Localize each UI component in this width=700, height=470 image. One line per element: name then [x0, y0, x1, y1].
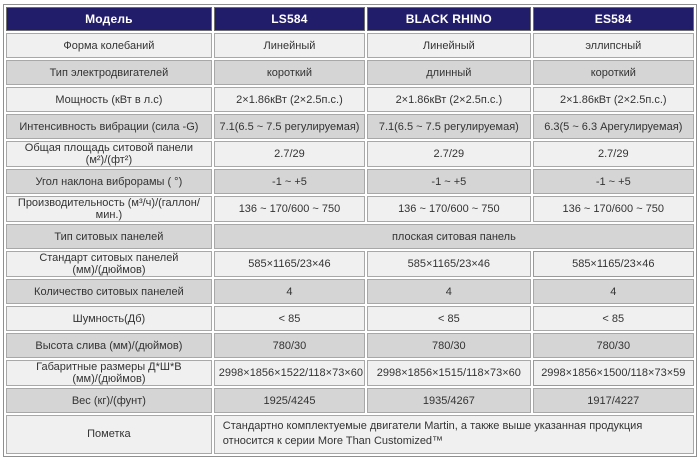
- table-row: Шумность(Дб) < 85 < 85 < 85: [6, 306, 694, 331]
- row-label: Вес (кг)/(фунт): [6, 388, 212, 413]
- merged-value-cell: Стандартно комплектуемые двигатели Marti…: [213, 415, 694, 454]
- row-label: Производительность (м³/ч)/(галлон/мин.): [6, 196, 212, 222]
- model-comparison-table: Модель LS584 BLACK RHINO ES584 Форма колеба…: [3, 4, 697, 457]
- value-cell: 4: [532, 279, 694, 304]
- value-cell: 7.1(6.5 ~ 7.5 регулируемая): [367, 114, 531, 139]
- value-cell: -1 ~ +5: [532, 169, 694, 194]
- row-label: Интенсивность вибрации (сила -G): [6, 114, 212, 139]
- value-cell: 1935/4267: [367, 388, 531, 413]
- table-row: Мощность (кВт в л.с) 2×1.86кВт (2×2.5п.с.…: [6, 87, 694, 112]
- value-cell: 1917/4227: [532, 388, 694, 413]
- column-header-model-2: ES584: [532, 7, 694, 31]
- value-cell: 6.3(5 ~ 6.3 Арегулируемая): [532, 114, 694, 139]
- value-cell: 2×1.86кВт (2×2.5п.с.): [213, 87, 366, 112]
- value-cell: 2×1.86кВт (2×2.5п.с.): [532, 87, 694, 112]
- row-label: Тип электродвигателей: [6, 60, 212, 85]
- value-cell: 2998×1856×1515/118×73×60: [367, 360, 531, 386]
- row-label: Высота слива (мм)/(дюймов): [6, 333, 212, 358]
- value-cell: 585×1165/23×46: [532, 251, 694, 277]
- value-cell: -1 ~ +5: [367, 169, 531, 194]
- value-cell: 585×1165/23×46: [213, 251, 366, 277]
- value-cell: 4: [213, 279, 366, 304]
- value-cell: 780/30: [532, 333, 694, 358]
- column-header-model-1: BLACK RHINO: [367, 7, 531, 31]
- value-cell: 1925/4245: [213, 388, 366, 413]
- value-cell: Линейный: [367, 33, 531, 58]
- value-cell: < 85: [532, 306, 694, 331]
- value-cell: 136 ~ 170/600 ~ 750: [532, 196, 694, 222]
- row-label: Общая площадь ситовой панели (м²)/(фт²): [6, 141, 212, 167]
- value-cell: < 85: [367, 306, 531, 331]
- row-label: Форма колебаний: [6, 33, 212, 58]
- value-cell: Линейный: [213, 33, 366, 58]
- table-row: Тип ситовых панелей плоская ситовая панел…: [6, 224, 694, 249]
- value-cell: 2×1.86кВт (2×2.5п.с.): [367, 87, 531, 112]
- value-cell: 2.7/29: [367, 141, 531, 167]
- table-header: Модель LS584 BLACK RHINO ES584: [6, 7, 694, 31]
- value-cell: 4: [367, 279, 531, 304]
- row-label: Угол наклона виброрамы ( °): [6, 169, 212, 194]
- table-row: Интенсивность вибрации (сила -G) 7.1(6.5 …: [6, 114, 694, 139]
- value-cell: длинный: [367, 60, 531, 85]
- value-cell: 136 ~ 170/600 ~ 750: [367, 196, 531, 222]
- value-cell: 780/30: [213, 333, 366, 358]
- row-label: Шумность(Дб): [6, 306, 212, 331]
- value-cell: короткий: [213, 60, 366, 85]
- table-row: Высота слива (мм)/(дюймов) 780/30 780/30 78…: [6, 333, 694, 358]
- table-row: Тип электродвигателей короткий длинный коро…: [6, 60, 694, 85]
- column-header-model-0: LS584: [213, 7, 366, 31]
- table-body: Форма колебаний Линейный Линейный эллипсный…: [6, 33, 694, 454]
- row-label: Тип ситовых панелей: [6, 224, 212, 249]
- row-label: Габаритные размеры Д*Ш*В (мм)/(дюймов): [6, 360, 212, 386]
- table-row: Пометка Стандартно комплектуемые двигател…: [6, 415, 694, 454]
- header-row: Модель LS584 BLACK RHINO ES584: [6, 7, 694, 31]
- table-row: Количество ситовых панелей 4 4 4: [6, 279, 694, 304]
- value-cell: 136 ~ 170/600 ~ 750: [213, 196, 366, 222]
- row-label: Пометка: [6, 415, 212, 454]
- merged-value-cell: плоская ситовая панель: [213, 224, 694, 249]
- table-row: Общая площадь ситовой панели (м²)/(фт²) 2…: [6, 141, 694, 167]
- value-cell: 2.7/29: [213, 141, 366, 167]
- row-label: Стандарт ситовых панелей (мм)/(дюймов): [6, 251, 212, 277]
- table-row: Стандарт ситовых панелей (мм)/(дюймов) 58…: [6, 251, 694, 277]
- table-row: Угол наклона виброрамы ( °) -1 ~ +5 -1 ~ +…: [6, 169, 694, 194]
- column-header-model-label: Модель: [6, 7, 212, 31]
- table-row: Габаритные размеры Д*Ш*В (мм)/(дюймов) 29…: [6, 360, 694, 386]
- value-cell: короткий: [532, 60, 694, 85]
- table-row: Производительность (м³/ч)/(галлон/мин.) 1…: [6, 196, 694, 222]
- value-cell: < 85: [213, 306, 366, 331]
- table-row: Вес (кг)/(фунт) 1925/4245 1935/4267 1917/42…: [6, 388, 694, 413]
- table-row: Форма колебаний Линейный Линейный эллипсный: [6, 33, 694, 58]
- value-cell: 2.7/29: [532, 141, 694, 167]
- row-label: Мощность (кВт в л.с): [6, 87, 212, 112]
- spec-sheet-page: Модель LS584 BLACK RHINO ES584 Форма колеба…: [3, 4, 697, 457]
- value-cell: 2998×1856×1500/118×73×59: [532, 360, 694, 386]
- value-cell: эллипсный: [532, 33, 694, 58]
- value-cell: 585×1165/23×46: [367, 251, 531, 277]
- value-cell: 2998×1856×1522/118×73×60: [213, 360, 366, 386]
- value-cell: 7.1(6.5 ~ 7.5 регулируемая): [213, 114, 366, 139]
- row-label: Количество ситовых панелей: [6, 279, 212, 304]
- value-cell: -1 ~ +5: [213, 169, 366, 194]
- value-cell: 780/30: [367, 333, 531, 358]
